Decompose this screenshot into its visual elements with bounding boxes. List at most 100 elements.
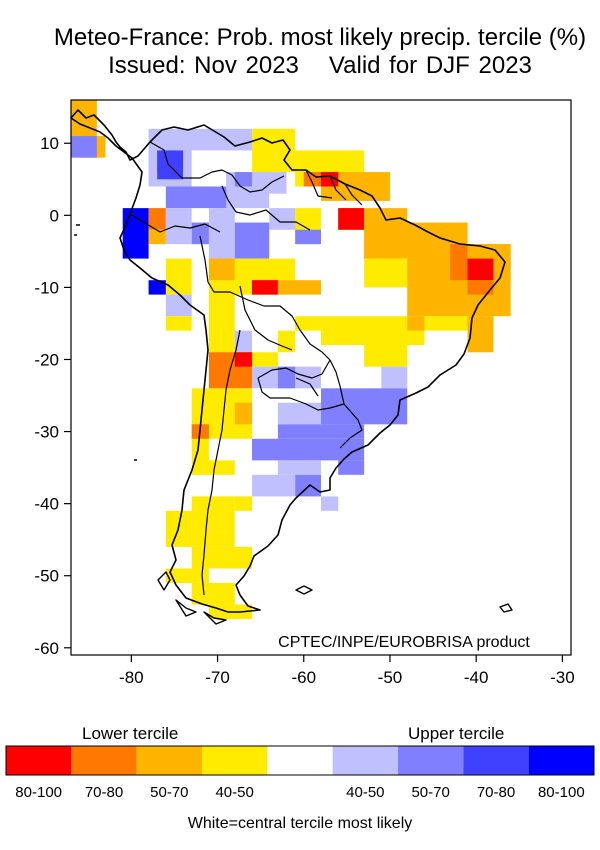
forecast-cell-u2 <box>234 172 253 187</box>
y-tick-label: -20 <box>34 350 59 369</box>
y-tick-label: -10 <box>34 278 59 297</box>
forecast-cell-u1 <box>269 208 296 230</box>
forecast-cell-u2 <box>234 222 270 259</box>
forecast-cell-l4 <box>252 280 278 295</box>
forecast-cell-u2 <box>71 136 97 158</box>
legend-bar <box>5 745 595 776</box>
forecast-cell-l2 <box>71 100 97 137</box>
forecast-cell-u1 <box>252 474 296 497</box>
forecast-cell-l1 <box>165 316 192 331</box>
forecast-cell-l1 <box>364 258 408 288</box>
forecast-cell-u2 <box>277 366 296 389</box>
map-credit: CPTEC/INPE/EUROBRISA product <box>278 634 530 651</box>
legend-swatch-u2 <box>398 746 464 775</box>
forecast-cell-u2 <box>295 474 321 497</box>
legend-value-u3: 70-80 <box>476 784 516 801</box>
y-tick-label: 10 <box>40 134 59 153</box>
y-tick-label: 0 <box>50 206 59 225</box>
forecast-cell-l1 <box>277 330 296 353</box>
legend-value-u1: 40-50 <box>346 784 385 801</box>
country-borders <box>129 141 363 596</box>
x-tick-label: -50 <box>378 668 403 687</box>
y-tick-label: -50 <box>34 567 59 586</box>
forecast-cell-u1 <box>208 208 235 259</box>
forecast-cell-l1 <box>208 496 235 533</box>
coastline <box>70 109 513 625</box>
forecast-cell-l1 <box>208 460 235 475</box>
legend-value-l3: 70-80 <box>84 784 124 801</box>
legend-swatch-l1 <box>202 746 268 775</box>
legend-value-l2: 50-70 <box>150 784 189 801</box>
forecast-cell-u1 <box>277 402 321 425</box>
forecast-cell-l1 <box>295 316 321 331</box>
forecast-cell-l2 <box>208 258 235 281</box>
forecast-cell-l2 <box>148 229 166 245</box>
legend-frame <box>5 745 595 776</box>
x-axis: -80 -70 -60 -50 -40 -30 <box>119 655 575 687</box>
forecast-cells <box>71 100 511 619</box>
legend-value-l1: 40-50 <box>215 784 254 801</box>
forecast-cell-l1 <box>191 438 209 475</box>
x-tick-label: -60 <box>291 668 316 687</box>
y-axis: 10 0 -10 -20 -30 -40 -50 -60 <box>34 134 71 658</box>
y-tick-label: -60 <box>34 639 59 658</box>
forecast-cell-u2 <box>252 438 365 461</box>
forecast-cell-l4 <box>234 352 253 367</box>
legend-swatch-u4 <box>528 746 594 775</box>
valid-period: Valid for DJF 2023 <box>328 52 532 79</box>
forecast-cell-l2 <box>277 280 321 295</box>
legend-swatch-l4 <box>6 746 72 775</box>
issued-date: Issued: Nov 2023 <box>108 52 299 79</box>
forecast-cell-u2 <box>277 424 365 439</box>
legend-lower-tercile: Lower tercile <box>82 724 179 743</box>
forecast-cell-u1 <box>321 496 339 511</box>
forecast-cell-l3 <box>148 208 166 230</box>
forecast-cell-u4 <box>122 208 149 259</box>
forecast-cell-l1 <box>295 208 321 230</box>
forecast-cell-u1 <box>252 172 287 194</box>
legend-swatch-u1 <box>332 746 398 775</box>
forecast-cell-l2 <box>364 208 408 259</box>
forecast-cell-u2 <box>338 460 365 475</box>
legend-value-u2: 50-70 <box>411 784 450 801</box>
legend-value-l4: 80-100 <box>15 784 63 801</box>
forecast-cell-l1 <box>191 582 235 605</box>
map-frame <box>70 99 572 656</box>
forecast-cell-u2 <box>165 186 235 209</box>
forecast-cell-u1 <box>277 460 321 475</box>
south-america-coastline <box>70 109 506 613</box>
x-tick-label: -40 <box>464 668 489 687</box>
forecast-cell-l1 <box>165 568 209 583</box>
forecast-cell-l1 <box>208 532 235 547</box>
forecast-cell-u1 <box>165 294 192 317</box>
y-tick-label: -30 <box>34 423 59 442</box>
forecast-cell-l4 <box>338 208 365 230</box>
chart-subtitle: Issued: Nov 2023 Valid for DJF 2023 <box>20 52 600 80</box>
legend-upper-tercile: Upper tercile <box>408 724 505 743</box>
forecast-cell-l4 <box>467 258 494 281</box>
legend-swatch-c <box>267 746 333 775</box>
forecast-cell-l2 <box>234 402 253 425</box>
forecast-cell-l1 <box>191 546 253 569</box>
forecast-cell-l1 <box>191 496 209 547</box>
forecast-cell-l1 <box>165 258 192 295</box>
pacific-islands <box>74 224 513 625</box>
legend-value-u4: 80-100 <box>537 784 585 801</box>
y-tick-label: -40 <box>34 495 59 514</box>
forecast-cell-l3 <box>467 280 494 295</box>
x-tick-label: -80 <box>119 668 144 687</box>
chart-title: Meteo-France: Prob. most likely precip. … <box>53 24 587 51</box>
x-tick-label: -30 <box>550 668 575 687</box>
forecast-cell-u1 <box>183 128 253 151</box>
forecast-cell-l1 <box>234 496 253 511</box>
forecast-cell-l2 <box>467 244 511 259</box>
x-tick-label: -70 <box>205 668 230 687</box>
legend-swatch-u3 <box>463 746 529 775</box>
forecast-cell-u4 <box>148 280 166 295</box>
legend-footnote: White=central tercile most likely <box>187 815 413 832</box>
forecast-cell-l1 <box>364 330 408 367</box>
forecast-cell-l2 <box>407 316 425 331</box>
forecast-cell-u2 <box>191 222 209 245</box>
legend-swatch-l2 <box>136 746 202 775</box>
